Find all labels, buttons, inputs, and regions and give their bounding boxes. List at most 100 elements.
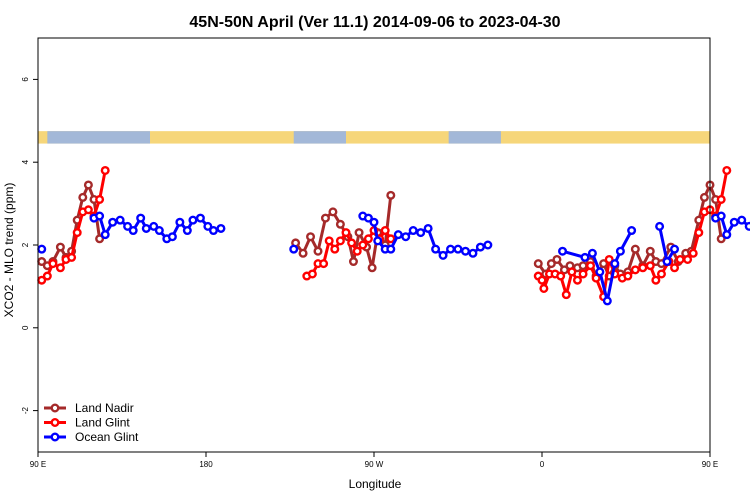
x-tick-label: 180: [199, 460, 213, 469]
data-point-land-nadir: [328, 207, 338, 217]
data-point-ocean-glint: [662, 257, 672, 267]
data-point-ocean-glint: [408, 226, 418, 236]
data-point-ocean-glint: [615, 246, 625, 256]
y-axis-ticks: -2 0 2 4 6: [21, 77, 38, 414]
data-point-ocean-glint: [195, 213, 205, 223]
data-point-land-nadir: [306, 232, 316, 242]
data-point-land-glint: [591, 273, 601, 283]
data-point-ocean-glint: [386, 244, 396, 254]
data-point-ocean-glint: [373, 236, 383, 246]
data-point-ocean-glint: [175, 217, 185, 227]
data-point-land-glint: [42, 271, 52, 281]
data-point-ocean-glint: [627, 226, 637, 236]
data-point-land-glint: [586, 261, 596, 271]
data-point-land-glint: [307, 269, 317, 279]
x-tick-label: 90 E: [30, 460, 46, 469]
x-axis-label: Longitude: [349, 477, 402, 491]
data-point-land-glint: [330, 244, 340, 254]
data-point-ocean-glint: [128, 226, 138, 236]
data-point-ocean-glint: [393, 230, 403, 240]
data-point-ocean-glint: [716, 211, 726, 221]
strip-ocean-segment: [293, 131, 346, 144]
data-point-land-nadir: [354, 228, 364, 238]
data-point-land-nadir: [699, 192, 709, 202]
data-point-land-nadir: [716, 234, 726, 244]
data-point-ocean-glint: [167, 232, 177, 242]
data-point-ocean-glint: [431, 244, 441, 254]
data-point-ocean-glint: [115, 215, 125, 225]
data-point-land-glint: [556, 271, 566, 281]
data-point-land-glint: [72, 228, 82, 238]
data-point-land-nadir: [645, 246, 655, 256]
data-point-land-glint: [95, 194, 105, 204]
legend-marker-ocean-glint: [50, 432, 60, 442]
data-point-land-glint: [567, 267, 577, 277]
data-point-land-glint: [604, 254, 614, 264]
data-point-land-nadir: [348, 257, 358, 267]
data-point-land-nadir: [533, 259, 543, 269]
data-point-ocean-glint: [453, 244, 463, 254]
data-point-land-nadir: [552, 254, 562, 264]
data-point-land-glint: [380, 226, 390, 236]
data-point-land-nadir: [386, 190, 396, 200]
data-point-land-nadir: [320, 213, 330, 223]
data-point-ocean-glint: [141, 223, 151, 233]
x-tick-label: 90 W: [365, 460, 384, 469]
data-point-ocean-glint: [737, 215, 747, 225]
y-tick-label: 6: [21, 77, 30, 82]
data-point-ocean-glint: [416, 228, 426, 238]
data-point-ocean-glint: [363, 213, 373, 223]
data-point-ocean-glint: [216, 223, 226, 233]
data-point-land-glint: [675, 254, 685, 264]
land-ocean-strip: [38, 131, 710, 144]
data-point-ocean-glint: [468, 248, 478, 258]
data-point-land-glint: [358, 240, 368, 250]
data-point-ocean-glint: [722, 230, 732, 240]
strip-ocean-segment: [47, 131, 151, 144]
data-point-ocean-glint: [208, 226, 218, 236]
chart-title: 45N-50N April (Ver 11.1) 2014-09-06 to 2…: [189, 14, 560, 31]
x-tick-label: 90 E: [702, 460, 718, 469]
series-layer: [37, 165, 750, 306]
y-axis-label: XCO2 - MLO trend (ppm): [2, 183, 16, 318]
data-point-land-nadir: [559, 265, 569, 275]
data-point-ocean-glint: [602, 296, 612, 306]
data-point-land-glint: [623, 271, 633, 281]
y-tick-label: -2: [21, 406, 30, 414]
data-point-ocean-glint: [580, 252, 590, 262]
data-point-land-nadir: [630, 244, 640, 254]
data-point-land-glint: [683, 254, 693, 264]
data-point-land-glint: [324, 236, 334, 246]
data-point-ocean-glint: [460, 246, 470, 256]
data-point-land-nadir: [78, 192, 88, 202]
data-point-ocean-glint: [595, 267, 605, 277]
data-point-land-nadir: [599, 259, 609, 269]
data-point-ocean-glint: [587, 248, 597, 258]
data-point-land-glint: [48, 259, 58, 269]
data-point-land-glint: [638, 263, 648, 273]
data-point-ocean-glint: [123, 221, 133, 231]
data-point-land-nadir: [335, 219, 345, 229]
data-point-land-nadir: [83, 180, 93, 190]
data-point-land-nadir: [298, 248, 308, 258]
data-point-land-glint: [335, 236, 345, 246]
x-tick-label: 0: [540, 460, 545, 469]
y-tick-label: 0: [21, 325, 30, 330]
data-point-ocean-glint: [108, 217, 118, 227]
data-point-land-glint: [651, 275, 661, 285]
data-point-land-glint: [341, 228, 351, 238]
series-land-glint: [37, 165, 732, 302]
data-point-land-glint: [347, 238, 357, 248]
data-point-land-glint: [656, 269, 666, 279]
data-point-ocean-glint: [289, 244, 299, 254]
data-point-land-glint: [688, 248, 698, 258]
data-point-land-glint: [645, 261, 655, 271]
data-point-land-nadir: [578, 261, 588, 271]
data-point-ocean-glint: [744, 221, 750, 231]
legend-marker-land-nadir: [50, 403, 60, 413]
x-axis-ticks: 90 E 180 90 W 0 90 E: [30, 452, 718, 469]
data-point-ocean-glint: [203, 221, 213, 231]
data-point-ocean-glint: [446, 244, 456, 254]
